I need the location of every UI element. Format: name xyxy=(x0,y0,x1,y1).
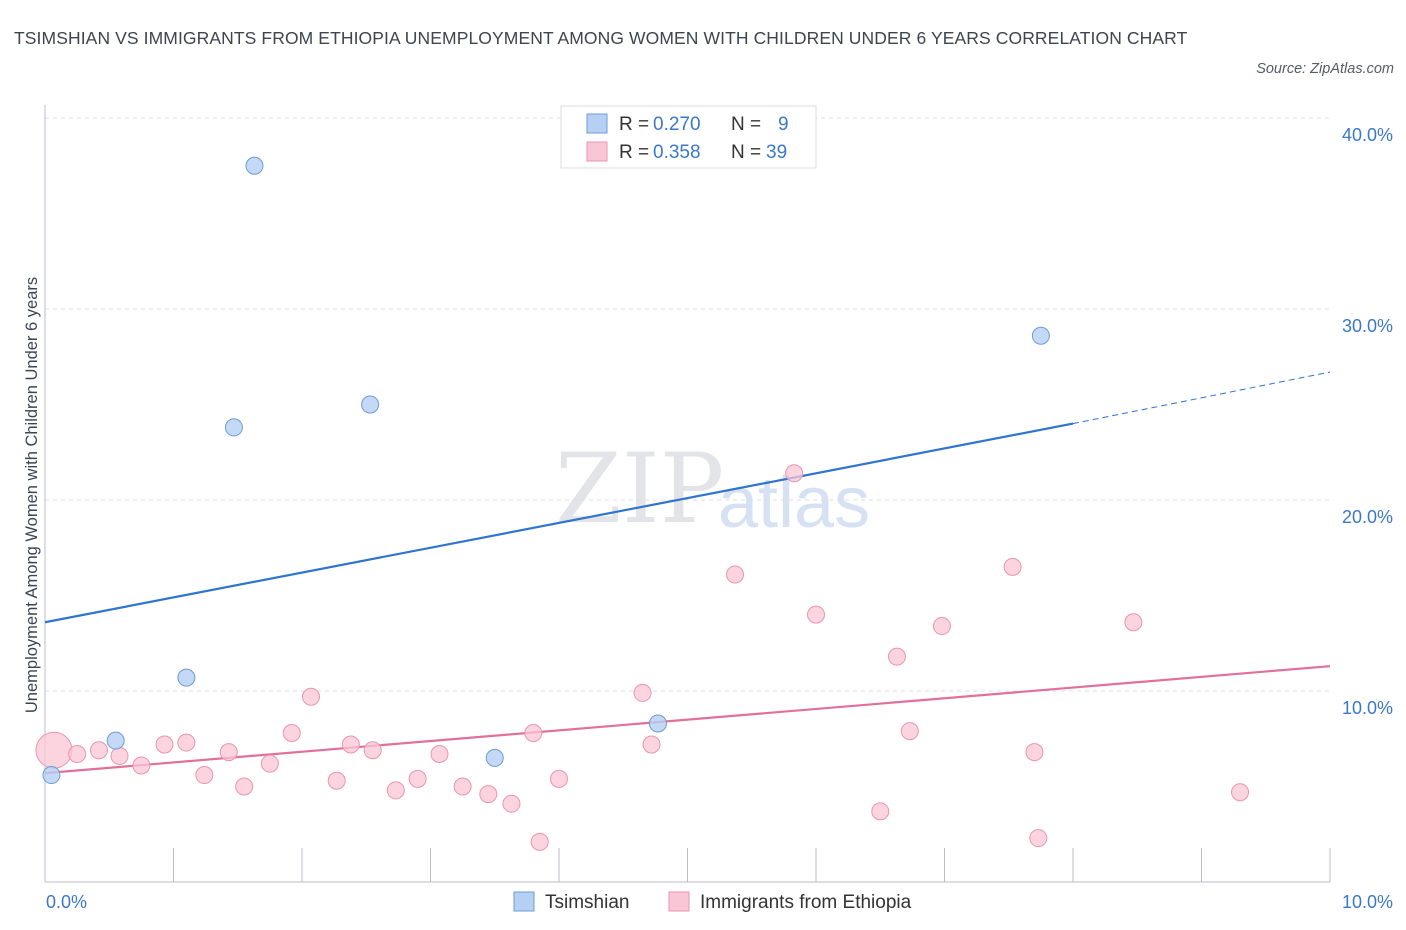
x-tick-label-max: 10.0% xyxy=(1342,892,1393,912)
legend-r-value-1: 0.270 xyxy=(653,114,701,135)
point-ethiopia xyxy=(530,832,549,851)
point-tsimshian xyxy=(224,418,243,437)
bottom-legend-label-ethiopia: Immigrants from Ethiopia xyxy=(700,892,912,913)
point-ethiopia xyxy=(386,781,405,800)
point-tsimshian xyxy=(106,731,125,750)
point-ethiopia xyxy=(1124,613,1143,632)
point-ethiopia xyxy=(301,687,320,706)
point-tsimshian xyxy=(177,668,196,687)
point-ethiopia xyxy=(633,683,652,702)
y-axis-label: Unemployment Among Women with Children U… xyxy=(23,277,41,713)
point-ethiopia xyxy=(68,745,87,764)
point-tsimshian xyxy=(648,714,667,733)
watermark-zip: ZIP xyxy=(555,433,724,545)
legend-n-label-1: N = xyxy=(731,114,761,135)
point-ethiopia xyxy=(327,771,346,790)
legend-n-value-2: 39 xyxy=(766,142,787,163)
point-ethiopia xyxy=(235,777,254,796)
bottom-legend-swatch-ethiopia xyxy=(668,891,690,912)
point-ethiopia xyxy=(726,565,745,584)
data-points xyxy=(35,156,1250,851)
point-ethiopia xyxy=(524,724,543,743)
legend-n-label-2: N = xyxy=(731,142,761,163)
gridlines xyxy=(45,117,1330,692)
point-tsimshian xyxy=(245,156,264,175)
legend-swatch-tsimshian xyxy=(586,113,608,134)
point-ethiopia xyxy=(363,741,382,760)
trend-line-tsimshian-extension xyxy=(1072,371,1331,425)
point-ethiopia xyxy=(453,777,472,796)
point-ethiopia xyxy=(900,722,919,741)
y-tick-label: 20.0% xyxy=(1342,507,1393,527)
point-ethiopia xyxy=(502,794,521,813)
y-tick-label: 40.0% xyxy=(1342,125,1393,145)
point-ethiopia xyxy=(1231,783,1250,802)
y-tick-label: 10.0% xyxy=(1342,698,1393,718)
point-ethiopia xyxy=(932,617,951,636)
legend-r-value-2: 0.358 xyxy=(653,142,701,163)
legend-r-label-2: R = xyxy=(619,142,649,163)
trend-line-ethiopia xyxy=(44,665,1331,775)
point-ethiopia xyxy=(408,769,427,788)
trend-line-tsimshian xyxy=(44,422,1074,624)
tick-labels: 10.0% 20.0% 30.0% 40.0% 0.0% 10.0% xyxy=(46,125,1393,912)
point-ethiopia xyxy=(35,731,73,769)
point-ethiopia xyxy=(110,746,129,765)
point-ethiopia xyxy=(177,733,196,752)
y-tick-label: 30.0% xyxy=(1342,316,1393,336)
point-ethiopia xyxy=(807,605,825,624)
point-ethiopia xyxy=(195,766,214,785)
bottom-legend-swatch-tsimshian xyxy=(513,891,535,912)
chart-source: Source: ZipAtlas.com xyxy=(1256,61,1394,77)
x-tick-label-min: 0.0% xyxy=(46,892,87,912)
point-tsimshian xyxy=(485,748,504,767)
point-ethiopia xyxy=(219,743,238,762)
point-ethiopia xyxy=(887,647,906,666)
point-ethiopia xyxy=(132,756,151,775)
correlation-legend: R = 0.270 N = 9 R = 0.358 N = 39 xyxy=(560,105,817,169)
chart-title: TSIMSHIAN VS IMMIGRANTS FROM ETHIOPIA UN… xyxy=(14,28,1188,48)
point-ethiopia xyxy=(89,741,108,760)
legend-r-label-1: R = xyxy=(619,114,649,135)
point-tsimshian xyxy=(1031,326,1050,345)
point-ethiopia xyxy=(155,735,174,754)
point-ethiopia xyxy=(871,802,890,821)
point-ethiopia xyxy=(260,754,279,773)
trend-lines xyxy=(44,371,1331,775)
point-tsimshian xyxy=(42,766,61,785)
point-ethiopia xyxy=(430,745,449,764)
point-ethiopia xyxy=(642,735,661,754)
point-ethiopia xyxy=(785,464,804,483)
point-ethiopia xyxy=(550,769,568,788)
point-ethiopia xyxy=(479,785,498,804)
legend-n-value-1: 9 xyxy=(778,114,789,135)
point-tsimshian xyxy=(361,395,380,414)
series-legend: Tsimshian Immigrants from Ethiopia xyxy=(513,891,912,913)
point-ethiopia xyxy=(341,735,360,754)
point-ethiopia xyxy=(282,724,301,743)
point-ethiopia xyxy=(1025,743,1044,762)
point-ethiopia xyxy=(1029,829,1048,848)
legend-swatch-ethiopia xyxy=(586,141,608,162)
bottom-legend-label-tsimshian: Tsimshian xyxy=(545,892,629,913)
point-ethiopia xyxy=(1003,557,1022,576)
